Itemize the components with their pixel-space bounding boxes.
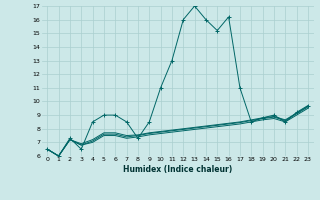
X-axis label: Humidex (Indice chaleur): Humidex (Indice chaleur) bbox=[123, 165, 232, 174]
